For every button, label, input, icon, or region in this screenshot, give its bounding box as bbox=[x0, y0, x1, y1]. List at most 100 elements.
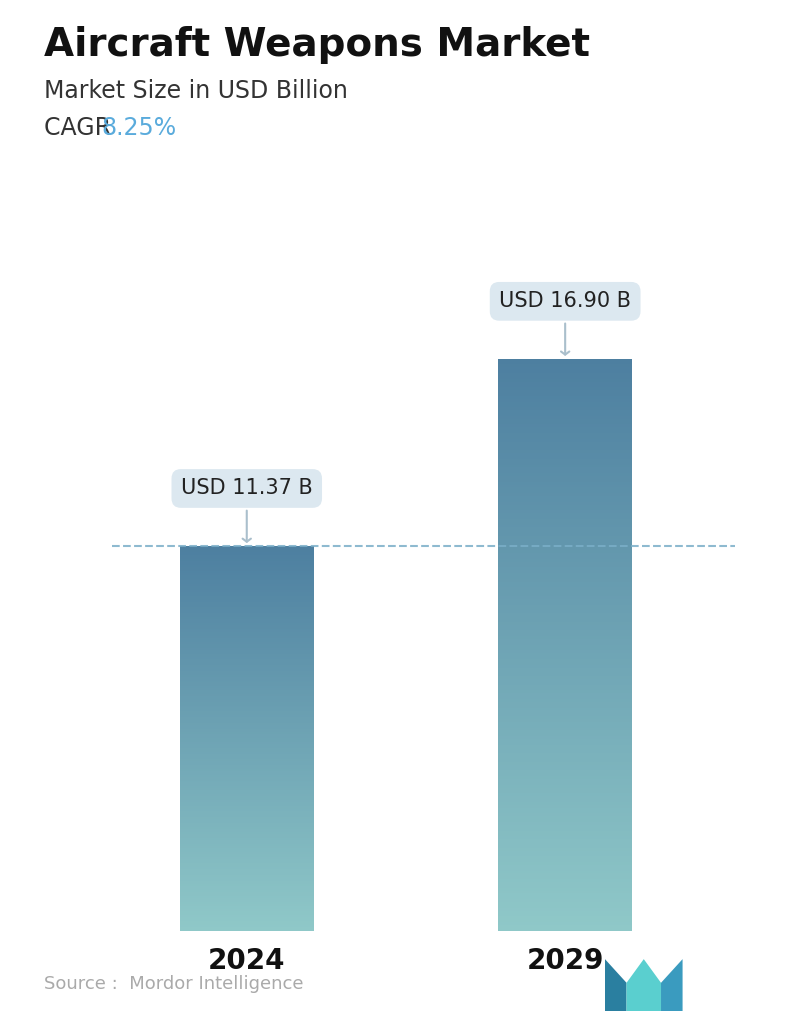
Bar bbox=[180, 675, 314, 676]
Bar bbox=[498, 594, 632, 596]
Bar bbox=[180, 929, 314, 931]
Bar bbox=[180, 707, 314, 709]
Bar bbox=[498, 833, 632, 837]
Bar bbox=[498, 382, 632, 385]
Bar bbox=[180, 565, 314, 567]
Bar bbox=[180, 756, 314, 758]
Bar bbox=[180, 863, 314, 865]
Bar bbox=[180, 904, 314, 906]
Bar bbox=[498, 681, 632, 685]
Bar bbox=[498, 816, 632, 819]
Bar bbox=[180, 810, 314, 812]
Bar bbox=[498, 736, 632, 739]
Bar bbox=[180, 855, 314, 857]
Bar bbox=[180, 869, 314, 871]
Bar bbox=[498, 619, 632, 621]
Bar bbox=[180, 692, 314, 694]
Bar bbox=[180, 848, 314, 850]
Text: CAGR: CAGR bbox=[44, 116, 119, 140]
Bar bbox=[180, 732, 314, 734]
Bar bbox=[498, 814, 632, 816]
Bar bbox=[180, 744, 314, 746]
Bar bbox=[498, 605, 632, 608]
Bar bbox=[498, 796, 632, 799]
Bar bbox=[180, 671, 314, 673]
Bar bbox=[180, 689, 314, 690]
Bar bbox=[180, 783, 314, 785]
Bar bbox=[498, 762, 632, 765]
Bar bbox=[498, 710, 632, 713]
Bar bbox=[180, 611, 314, 613]
Bar bbox=[498, 922, 632, 924]
Bar bbox=[180, 717, 314, 719]
Bar bbox=[498, 777, 632, 779]
Bar bbox=[180, 915, 314, 917]
Bar bbox=[180, 801, 314, 803]
Bar bbox=[498, 530, 632, 534]
Bar bbox=[498, 696, 632, 699]
Bar bbox=[180, 798, 314, 799]
Bar bbox=[498, 644, 632, 647]
Bar bbox=[498, 691, 632, 693]
Bar bbox=[498, 359, 632, 362]
Bar bbox=[498, 401, 632, 404]
Bar bbox=[498, 534, 632, 536]
Bar bbox=[180, 898, 314, 900]
Bar bbox=[180, 868, 314, 869]
Bar bbox=[498, 868, 632, 871]
Bar bbox=[180, 702, 314, 703]
Bar bbox=[498, 596, 632, 599]
Bar bbox=[498, 399, 632, 401]
Bar bbox=[498, 390, 632, 393]
Bar bbox=[498, 568, 632, 571]
Bar bbox=[498, 376, 632, 378]
Bar bbox=[498, 770, 632, 773]
Bar bbox=[498, 524, 632, 527]
Bar bbox=[180, 892, 314, 894]
Bar bbox=[180, 557, 314, 559]
Bar bbox=[498, 536, 632, 539]
Bar bbox=[498, 378, 632, 382]
Bar bbox=[498, 853, 632, 856]
Bar bbox=[498, 362, 632, 364]
Bar bbox=[180, 827, 314, 828]
Bar bbox=[498, 845, 632, 848]
Bar bbox=[498, 490, 632, 493]
Bar bbox=[498, 388, 632, 390]
Bar bbox=[180, 888, 314, 890]
Bar bbox=[180, 777, 314, 779]
Bar bbox=[180, 844, 314, 846]
Bar bbox=[498, 864, 632, 868]
Bar bbox=[180, 555, 314, 557]
Bar bbox=[180, 910, 314, 911]
Text: 8.25%: 8.25% bbox=[101, 116, 176, 140]
Bar bbox=[498, 876, 632, 879]
Bar bbox=[180, 902, 314, 904]
Bar bbox=[498, 705, 632, 707]
Bar bbox=[180, 700, 314, 702]
Bar bbox=[498, 565, 632, 568]
Bar bbox=[180, 636, 314, 638]
Bar bbox=[498, 688, 632, 691]
Bar bbox=[498, 407, 632, 410]
Bar bbox=[180, 879, 314, 881]
Bar bbox=[498, 657, 632, 659]
Bar bbox=[498, 433, 632, 436]
Bar bbox=[498, 919, 632, 922]
Bar bbox=[498, 396, 632, 399]
Bar bbox=[180, 846, 314, 848]
Bar bbox=[498, 871, 632, 874]
Bar bbox=[180, 805, 314, 808]
Bar bbox=[498, 653, 632, 657]
Bar bbox=[498, 385, 632, 388]
Bar bbox=[498, 767, 632, 770]
Bar bbox=[180, 600, 314, 602]
Bar bbox=[180, 873, 314, 875]
Bar bbox=[180, 656, 314, 658]
Bar bbox=[180, 676, 314, 678]
Bar bbox=[498, 448, 632, 450]
Bar bbox=[180, 875, 314, 877]
Bar bbox=[498, 902, 632, 905]
Text: USD 11.37 B: USD 11.37 B bbox=[181, 479, 313, 542]
Bar bbox=[180, 647, 314, 649]
